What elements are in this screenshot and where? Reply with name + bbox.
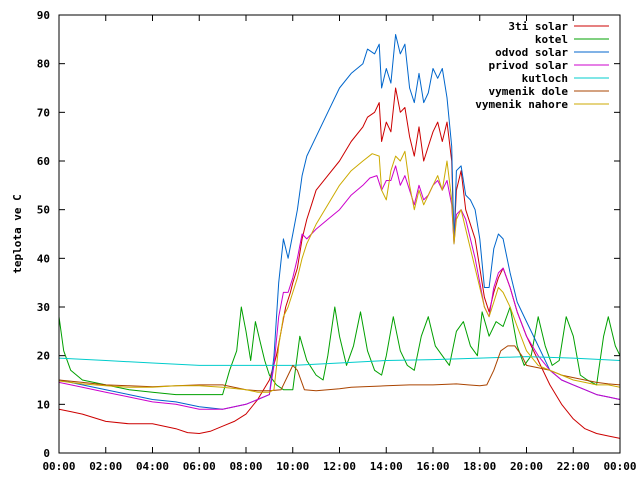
y-tick-label: 0	[43, 447, 50, 460]
axis-layer: 0 10 20 30 40 50 60 70 80 90 00:00 02:00 04:00 06:00 0…	[37, 9, 637, 473]
y-tick-label: 90	[37, 9, 50, 22]
y-tick-label: 50	[37, 204, 50, 217]
legend-label: odvod solar	[495, 46, 568, 59]
x-tick-label: 00:00	[42, 460, 75, 473]
x-tick-label: 06:00	[183, 460, 216, 473]
x-tick-label: 00:00	[603, 460, 636, 473]
y-tick-label: 20	[37, 350, 50, 363]
legend-label: vymenik nahore	[475, 98, 568, 111]
series-line-vymenik-dole	[58, 345, 621, 392]
series-layer	[58, 34, 621, 439]
legend-label: kutloch	[522, 72, 568, 85]
legend-label: 3ti solar	[508, 20, 568, 33]
x-tick-label: 18:00	[463, 460, 496, 473]
y-tick-label: 60	[37, 155, 50, 168]
x-tick-label: 16:00	[416, 460, 449, 473]
y-tick-label: 30	[37, 301, 50, 314]
y-axis-label: teplota ve C	[11, 194, 24, 273]
x-tick-label: 10:00	[276, 460, 309, 473]
series-line-vymenik-nahore	[58, 150, 621, 393]
series-line-3ti-solar	[58, 87, 621, 439]
y-tick-label: 70	[37, 106, 50, 119]
x-tick-label: 08:00	[229, 460, 262, 473]
legend-label: kotel	[535, 33, 568, 46]
x-tick-label: 02:00	[89, 460, 122, 473]
x-tick-label: 12:00	[323, 460, 356, 473]
series-line-privod-solar	[58, 165, 621, 410]
legend-label: vymenik dole	[489, 85, 569, 98]
y-tick-label: 10	[37, 398, 50, 411]
x-tick-label: 22:00	[557, 460, 590, 473]
x-tick-label: 14:00	[370, 460, 403, 473]
x-tick-label: 04:00	[136, 460, 169, 473]
legend-label: privod solar	[489, 59, 569, 72]
y-tick-label: 80	[37, 58, 50, 71]
series-line-kutloch	[58, 356, 621, 366]
x-tick-label: 20:00	[510, 460, 543, 473]
y-tick-label: 40	[37, 252, 50, 265]
series-line-odvod-solar	[58, 34, 621, 410]
series-line-kotel	[58, 306, 621, 396]
